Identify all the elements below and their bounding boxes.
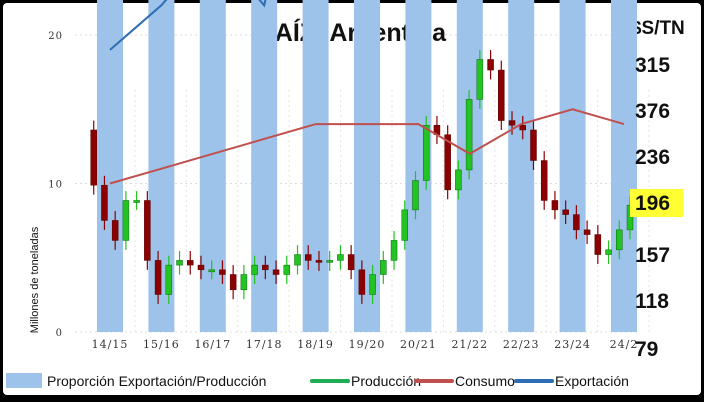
candle-body	[605, 249, 612, 255]
candle-body	[358, 269, 366, 295]
candle-body	[90, 129, 97, 186]
legend-label: Proporción Exportación/Producción	[47, 373, 266, 389]
legend-label: Consumo	[455, 373, 515, 389]
candle-body	[412, 180, 419, 211]
candle-body	[176, 260, 183, 266]
candle-body	[530, 129, 537, 161]
candle-body	[369, 274, 376, 295]
candle-body	[240, 274, 248, 291]
y-axis-label: Millones de toneladas	[29, 226, 41, 333]
candle-body	[422, 125, 430, 181]
candle-body	[187, 260, 194, 266]
candle-body	[165, 264, 173, 295]
x-tick-label: 21/22	[451, 338, 488, 351]
x-tick-label: 14/15	[92, 338, 129, 351]
x-tick-label: 22/23	[503, 338, 540, 351]
bar-proportion	[97, 0, 123, 333]
candle-body	[444, 134, 451, 191]
y-tick-label: 10	[48, 180, 63, 191]
candle-body	[197, 264, 205, 271]
candle-body	[583, 229, 591, 235]
x-tick-label: 15/16	[143, 338, 180, 351]
x-tick-label: 17/18	[246, 338, 283, 351]
candle-body	[498, 69, 505, 121]
right-tick-label: 315	[635, 54, 670, 77]
candle-body	[251, 264, 258, 275]
candle-body	[337, 254, 344, 261]
legend-swatch-bar	[6, 373, 42, 388]
candle-body	[304, 254, 312, 261]
candle-body	[573, 214, 580, 231]
candle-body	[326, 260, 333, 263]
x-tick-label: 19/20	[349, 338, 386, 351]
candle-body	[347, 254, 355, 271]
right-tick-label: 118	[635, 290, 669, 313]
bar-proportion	[611, 0, 637, 333]
right-tick-label: 236	[635, 146, 670, 169]
right-tick-label: 376	[635, 100, 670, 123]
x-tick-label: 16/17	[194, 338, 231, 351]
legend-label: Exportación	[555, 373, 629, 389]
candle-body	[133, 200, 140, 203]
candle-body	[487, 59, 494, 71]
bar-proportion	[199, 0, 226, 333]
candle-body	[154, 260, 162, 295]
candle-body	[294, 254, 301, 266]
right-tick-label: 157	[635, 244, 670, 267]
candle-body	[229, 274, 237, 291]
candle-body	[401, 209, 409, 241]
highlight-box	[630, 189, 683, 217]
candle-body	[562, 209, 569, 215]
bar-proportion	[508, 0, 535, 333]
y-tick-label: 20	[48, 31, 63, 42]
candle-body	[540, 160, 548, 201]
candle-body	[465, 99, 473, 171]
x-tick-label: 20/21	[400, 338, 437, 351]
bar-proportion	[559, 0, 586, 333]
x-tick-label: 23/24	[554, 338, 591, 351]
right-tick-label: 196	[635, 192, 670, 215]
x-tick-label: 24/2	[610, 338, 639, 351]
x-tick-label: 18/19	[297, 338, 334, 351]
candle-body	[390, 240, 398, 261]
bar-proportion	[354, 0, 380, 333]
legend-label: Producción	[351, 373, 421, 389]
y-tick-label: 0	[56, 328, 63, 339]
candle-body	[208, 269, 215, 273]
bar-proportion	[251, 0, 278, 333]
right-tick-label: 79	[635, 338, 658, 361]
candle-body	[551, 200, 559, 211]
candle-body	[122, 200, 130, 241]
candle-body	[272, 269, 280, 275]
candle-body	[616, 229, 623, 251]
candle-body	[315, 260, 323, 263]
series-line-consumo	[109, 108, 625, 185]
candle-body	[380, 260, 387, 275]
candle-body	[262, 264, 269, 271]
candle-body	[455, 169, 462, 191]
candle-body	[111, 220, 119, 241]
candle-body	[283, 264, 291, 275]
candle-body	[144, 200, 151, 261]
candle-body	[519, 125, 526, 131]
bar-proportion	[302, 0, 329, 333]
candle-body	[219, 269, 226, 275]
candle-body	[476, 59, 484, 100]
candle-body	[508, 120, 516, 126]
candle-body	[101, 184, 108, 221]
candle-body	[594, 234, 602, 255]
